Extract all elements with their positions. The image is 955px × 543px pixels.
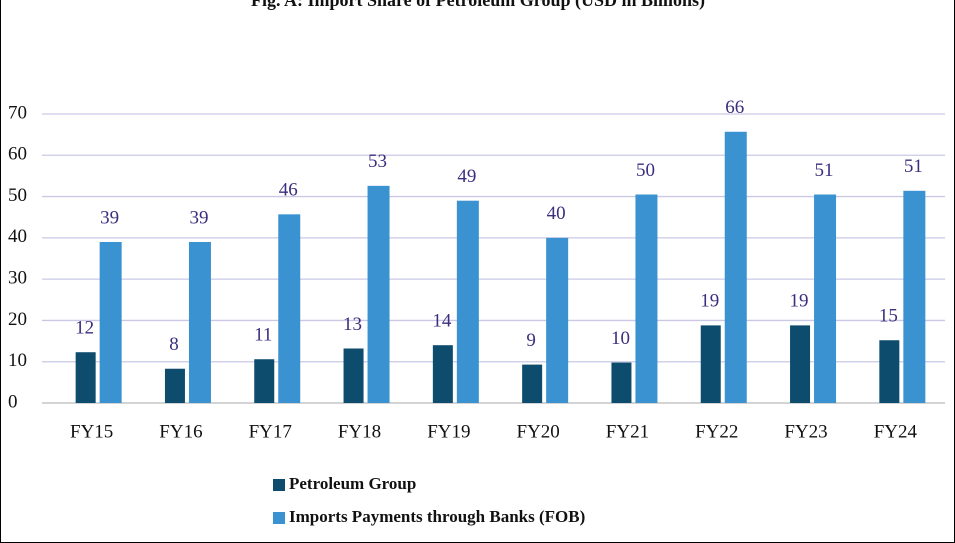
value-label: 49 bbox=[457, 166, 476, 187]
bar bbox=[814, 194, 837, 403]
legend-label: Petroleum Group bbox=[289, 474, 416, 493]
bar bbox=[75, 352, 96, 403]
bar bbox=[790, 325, 811, 403]
y-tick-label: 40 bbox=[8, 226, 27, 247]
bar bbox=[700, 325, 721, 403]
value-label: 19 bbox=[790, 291, 809, 312]
value-label: 15 bbox=[879, 306, 898, 327]
x-tick-label: FY23 bbox=[784, 421, 827, 442]
bar bbox=[188, 241, 211, 403]
bar bbox=[343, 348, 364, 403]
value-label: 12 bbox=[75, 318, 94, 339]
value-label: 39 bbox=[100, 207, 119, 228]
y-tick-label: 0 bbox=[8, 391, 18, 412]
x-tick-label: FY21 bbox=[606, 421, 649, 442]
value-label: 66 bbox=[725, 97, 744, 118]
bar bbox=[432, 345, 453, 403]
value-label: 19 bbox=[700, 291, 719, 312]
value-label: 9 bbox=[526, 330, 536, 351]
bar bbox=[99, 241, 122, 403]
bar bbox=[635, 194, 658, 403]
y-tick-label: 50 bbox=[8, 185, 27, 206]
x-tick-label: FY24 bbox=[874, 421, 918, 442]
bar bbox=[164, 368, 185, 403]
bar bbox=[903, 190, 926, 403]
bar bbox=[456, 200, 479, 403]
value-label: 11 bbox=[254, 325, 272, 346]
bar bbox=[611, 362, 632, 403]
value-label: 13 bbox=[343, 314, 362, 335]
bar bbox=[367, 185, 390, 403]
x-tick-label: FY19 bbox=[427, 421, 470, 442]
value-label: 14 bbox=[432, 311, 452, 332]
y-tick-label: 70 bbox=[8, 102, 27, 123]
bar bbox=[724, 131, 747, 403]
value-label: 39 bbox=[189, 207, 208, 228]
x-tick-label: FY22 bbox=[695, 421, 738, 442]
value-label: 40 bbox=[547, 203, 566, 224]
bar bbox=[879, 340, 900, 403]
value-label: 50 bbox=[636, 160, 655, 181]
value-label: 10 bbox=[611, 328, 630, 349]
y-tick-label: 10 bbox=[8, 350, 27, 371]
x-tick-label: FY15 bbox=[70, 421, 113, 442]
chart-title: Fig. A: Import Share of Petroleum Group … bbox=[251, 0, 705, 11]
x-tick-label: FY20 bbox=[517, 421, 560, 442]
value-label: 53 bbox=[368, 151, 387, 172]
value-label: 46 bbox=[279, 180, 298, 201]
legend-swatch bbox=[273, 512, 285, 524]
legend-swatch bbox=[273, 479, 285, 491]
y-tick-label: 60 bbox=[8, 144, 27, 165]
bar bbox=[254, 359, 275, 403]
y-tick-label: 20 bbox=[8, 309, 27, 330]
x-tick-label: FY17 bbox=[249, 421, 292, 442]
value-label: 8 bbox=[169, 334, 179, 355]
x-tick-label: FY16 bbox=[159, 421, 202, 442]
value-label: 51 bbox=[904, 156, 923, 177]
value-label: 51 bbox=[815, 160, 834, 181]
y-tick-label: 30 bbox=[8, 268, 27, 289]
bar bbox=[522, 364, 543, 403]
legend-label: Imports Payments through Banks (FOB) bbox=[289, 507, 585, 526]
bar bbox=[278, 214, 301, 403]
bar bbox=[546, 237, 569, 403]
x-tick-label: FY18 bbox=[338, 421, 381, 442]
